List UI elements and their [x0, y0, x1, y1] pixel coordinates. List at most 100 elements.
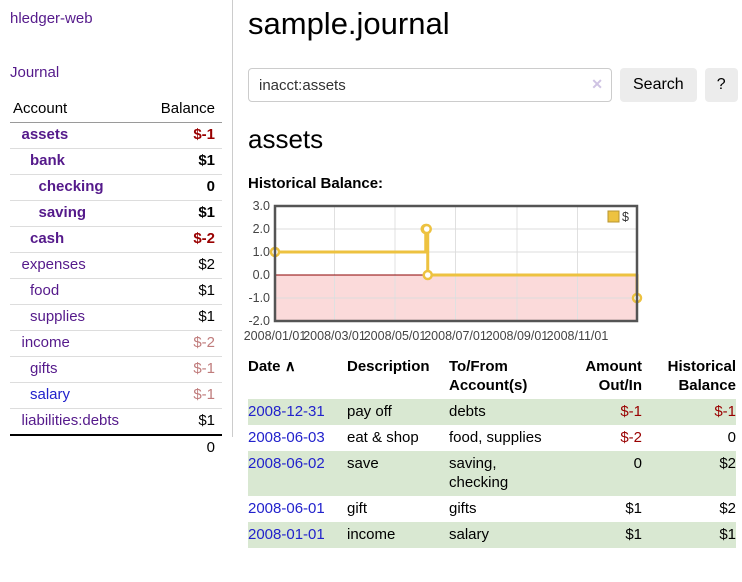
register-amount: $-2 — [620, 429, 642, 446]
register-col-accounts: To/From Account(s) — [449, 358, 528, 394]
register-table: Date ∧ Description To/From Account(s) Am… — [248, 354, 736, 548]
search-input[interactable] — [248, 68, 612, 102]
register-amount: 0 — [633, 455, 642, 472]
accounts-col-balance: Balance — [143, 97, 222, 123]
chart-title: Historical Balance: — [248, 175, 384, 192]
account-link[interactable]: assets — [21, 126, 69, 143]
chart-y-tick-label: 3.0 — [253, 199, 270, 213]
account-link[interactable]: bank — [30, 152, 66, 169]
register-row: 2008-06-01 gift gifts $1 $2 — [248, 496, 736, 522]
register-description: gift — [347, 500, 368, 517]
chart-y-tick-label: -2.0 — [248, 314, 270, 328]
account-row: liabilities:debts $1 — [10, 408, 222, 435]
account-balance: $1 — [143, 278, 222, 305]
account-row: gifts $-1 — [10, 356, 222, 383]
chart-x-tick-label: 2008/01/01 — [244, 329, 307, 343]
register-balance: $2 — [719, 500, 736, 517]
account-link[interactable]: saving — [38, 204, 87, 221]
register-date-link[interactable]: 2008-06-02 — [248, 455, 325, 472]
account-link[interactable]: food — [30, 282, 60, 299]
account-link[interactable]: supplies — [30, 308, 86, 325]
page-title: sample.journal — [248, 6, 450, 41]
register-balance: $-1 — [714, 403, 736, 420]
account-row: salary $-1 — [10, 382, 222, 409]
chart-x-tick-label: 2008/07/01 — [424, 329, 487, 343]
chart-y-tick-label: 2.0 — [253, 222, 270, 236]
register-row: 2008-06-02 save saving, checking 0 $2 — [248, 451, 736, 496]
accounts-header-row: Account Balance — [10, 97, 222, 123]
account-balance: $2 — [143, 252, 222, 279]
register-row: 2008-12-31 pay off debts $-1 $-1 — [248, 399, 736, 425]
register-amount: $-1 — [620, 403, 642, 420]
account-row: assets $-1 — [10, 123, 222, 149]
chart-border — [273, 204, 639, 323]
register-description: save — [347, 455, 379, 472]
register-balance: $1 — [719, 526, 736, 543]
register-date-link[interactable]: 2008-01-01 — [248, 526, 325, 543]
account-link[interactable]: liabilities:debts — [21, 412, 120, 429]
chart-x-tick-label: 2008/03/01 — [303, 329, 366, 343]
accounts-total-value: 0 — [143, 434, 222, 461]
chart-x-tick-label: 2008/05/01 — [364, 329, 427, 343]
account-balance: $-1 — [143, 356, 222, 383]
main-content: sample.journal ✕ Search ? assets Histori… — [244, 0, 742, 548]
register-row: 2008-06-03 eat & shop food, supplies $-2 0 — [248, 425, 736, 451]
clear-search-icon[interactable]: ✕ — [591, 76, 603, 92]
search-form: ✕ Search ? — [248, 68, 742, 102]
register-col-description: Description — [347, 358, 430, 375]
accounts-table: Account Balance assets $-1 bank $1 checking 0… — [10, 97, 222, 461]
register-date-link[interactable]: 2008-12-31 — [248, 403, 325, 420]
sidebar-item-journal[interactable]: Journal — [10, 64, 60, 81]
account-heading: assets — [248, 124, 324, 154]
register-description: income — [347, 526, 396, 543]
account-link[interactable]: income — [21, 334, 70, 351]
search-button[interactable]: Search — [620, 68, 697, 102]
help-button[interactable]: ? — [704, 68, 738, 102]
account-row: saving $1 — [10, 200, 222, 227]
chart-y-tick-label: 0.0 — [253, 268, 270, 282]
brand-link[interactable]: hledger-web — [10, 10, 93, 27]
chart-legend-label: $ — [622, 210, 629, 224]
account-row: bank $1 — [10, 148, 222, 175]
account-link[interactable]: checking — [38, 178, 104, 195]
register-accounts: food, supplies — [449, 429, 542, 446]
register-col-date[interactable]: Date ∧ — [248, 358, 296, 375]
register-date-link[interactable]: 2008-06-01 — [248, 500, 325, 517]
register-description: eat & shop — [347, 429, 419, 446]
register-accounts: gifts — [449, 500, 477, 517]
chart-data-point — [421, 223, 432, 235]
register-accounts: debts — [449, 403, 486, 420]
accounts-total-row: 0 — [10, 434, 222, 461]
account-link[interactable]: gifts — [30, 360, 58, 377]
account-row: checking 0 — [10, 174, 222, 201]
register-accounts: saving, checking — [449, 455, 509, 491]
register-date-link[interactable]: 2008-06-03 — [248, 429, 325, 446]
chart-y-tick-label: 1.0 — [253, 245, 270, 259]
register-description: pay off — [347, 403, 392, 420]
account-row: expenses $2 — [10, 252, 222, 279]
account-link[interactable]: salary — [30, 386, 71, 403]
chart-y-tick-label: -1.0 — [248, 291, 270, 305]
account-balance: $1 — [143, 408, 222, 435]
account-link[interactable]: expenses — [21, 256, 86, 273]
account-balance: $1 — [143, 304, 222, 331]
account-balance: $-1 — [193, 126, 215, 143]
sidebar: hledger-web Journal Account Balance asse… — [0, 0, 233, 461]
register-header-row: Date ∧ Description To/From Account(s) Am… — [248, 354, 736, 399]
chart-x-tick-label: 2008/11/01 — [547, 329, 609, 343]
chart-data-point — [422, 269, 433, 281]
account-balance: $-2 — [143, 226, 222, 253]
account-row: income $-2 — [10, 330, 222, 357]
account-link[interactable]: cash — [30, 230, 65, 247]
account-balance: $-1 — [143, 382, 222, 409]
historical-balance-chart: $3.0 2.0 1.0 0.0 -1.0 -2.02008/01/012008/03/0… — [244, 199, 643, 343]
register-amount: $1 — [625, 500, 642, 517]
account-row: food $1 — [10, 278, 222, 305]
account-balance: $-2 — [143, 330, 222, 357]
register-balance: 0 — [727, 429, 736, 446]
search-box: ✕ — [248, 68, 612, 102]
account-balance: $1 — [143, 200, 222, 227]
chart-x-tick-label: 2008/09/01 — [486, 329, 549, 343]
register-row: 2008-01-01 income salary $1 $1 — [248, 522, 736, 548]
sort-asc-icon[interactable]: ∧ — [284, 358, 296, 375]
